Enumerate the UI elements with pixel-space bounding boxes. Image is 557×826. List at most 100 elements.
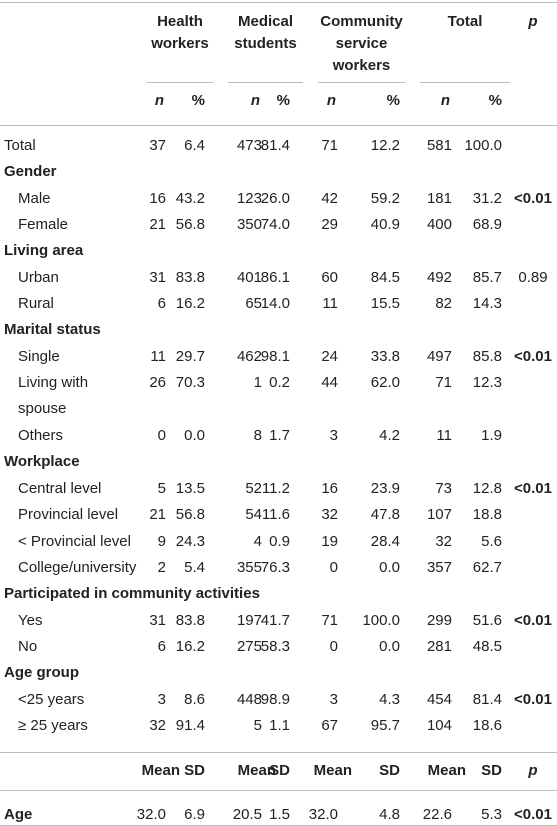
cell: 473 bbox=[236, 137, 262, 154]
cell: 21 bbox=[149, 216, 166, 233]
cell: 26.0 bbox=[260, 190, 290, 207]
cell: 32.0 bbox=[308, 806, 338, 823]
rule bbox=[420, 82, 510, 83]
cell: 70.3 bbox=[175, 374, 205, 391]
cell: 29 bbox=[321, 216, 338, 233]
cell: 454 bbox=[426, 691, 452, 708]
cell: 1.7 bbox=[269, 427, 290, 444]
rule bbox=[0, 2, 557, 3]
cell: 5 bbox=[253, 717, 262, 734]
row-label: ≥ 25 years bbox=[18, 717, 88, 734]
stats-header: SD bbox=[379, 762, 400, 779]
cell: 14.0 bbox=[260, 295, 290, 312]
p-header: p bbox=[528, 13, 538, 30]
stats-header: SD bbox=[184, 762, 205, 779]
cell: 100.0 bbox=[362, 612, 400, 629]
row-label: Age bbox=[4, 806, 33, 823]
cell: 4.8 bbox=[379, 806, 400, 823]
rule bbox=[318, 82, 405, 83]
cell: 84.5 bbox=[370, 269, 400, 286]
cell: 98.9 bbox=[260, 691, 290, 708]
cell: 5.4 bbox=[184, 559, 205, 576]
cell: 16.2 bbox=[175, 295, 205, 312]
cell: 14.3 bbox=[472, 295, 502, 312]
cell: 9 bbox=[157, 533, 166, 550]
stats-header: Mean bbox=[427, 762, 466, 779]
group-header: Medical students bbox=[234, 13, 297, 52]
cell: 24.3 bbox=[175, 533, 205, 550]
cell: 4.3 bbox=[379, 691, 400, 708]
cell: 42 bbox=[321, 190, 338, 207]
cell: 48.5 bbox=[472, 638, 502, 655]
row-label: Others bbox=[18, 427, 64, 444]
cell: 32 bbox=[149, 717, 166, 734]
cell: 91.4 bbox=[175, 717, 205, 734]
cell: 54 bbox=[245, 506, 262, 523]
p-value: <0.01 bbox=[514, 806, 552, 823]
cell: 24 bbox=[321, 348, 338, 365]
cell: 43.2 bbox=[175, 190, 205, 207]
cell: 1 bbox=[253, 374, 262, 391]
sub-header: % bbox=[386, 92, 400, 109]
cell: 107 bbox=[426, 506, 452, 523]
section-label: Living area bbox=[4, 242, 84, 259]
cell: 16 bbox=[321, 480, 338, 497]
cell: 11.2 bbox=[261, 480, 290, 497]
row-label: Rural bbox=[18, 295, 54, 312]
cell: 4.2 bbox=[379, 427, 400, 444]
cell: 71 bbox=[321, 612, 338, 629]
cell: 497 bbox=[426, 348, 452, 365]
cell: 18.8 bbox=[472, 506, 502, 523]
rule bbox=[0, 790, 557, 791]
cell: 0.0 bbox=[379, 559, 400, 576]
cell: 59.2 bbox=[370, 190, 400, 207]
stats-header: SD bbox=[269, 762, 290, 779]
cell: 32.0 bbox=[136, 806, 166, 823]
cell: 462 bbox=[236, 348, 262, 365]
cell: 123 bbox=[236, 190, 262, 207]
cell: 58.3 bbox=[260, 638, 290, 655]
section-label: Gender bbox=[4, 163, 57, 180]
cell: 82 bbox=[435, 295, 452, 312]
p-value: <0.01 bbox=[514, 691, 552, 708]
row-label: Male bbox=[18, 190, 51, 207]
p-value: <0.01 bbox=[514, 612, 552, 629]
cell: 12.2 bbox=[370, 137, 400, 154]
p-value: <0.01 bbox=[514, 480, 552, 497]
cell: 32 bbox=[321, 506, 338, 523]
section-label: Participated in community activities bbox=[4, 585, 260, 602]
sub-header: % bbox=[488, 92, 502, 109]
cell: 23.9 bbox=[370, 480, 400, 497]
cell: 18.6 bbox=[472, 717, 502, 734]
cell: 21 bbox=[149, 506, 166, 523]
rule bbox=[228, 82, 303, 83]
cell: 83.8 bbox=[175, 269, 205, 286]
cell: 275 bbox=[236, 638, 262, 655]
cell: 100.0 bbox=[464, 137, 502, 154]
row-label: Total bbox=[4, 137, 36, 154]
cell: 6 bbox=[157, 295, 166, 312]
cell: 1.1 bbox=[269, 717, 290, 734]
cell: 73 bbox=[435, 480, 452, 497]
row-label: Female bbox=[18, 216, 69, 233]
stats-header: Mean bbox=[141, 762, 180, 779]
cell: 62.0 bbox=[370, 374, 400, 391]
cell: 65 bbox=[245, 295, 262, 312]
row-label: <25 years bbox=[18, 691, 85, 708]
cell: 83.8 bbox=[175, 612, 205, 629]
cell: 1.9 bbox=[481, 427, 502, 444]
p-value: <0.01 bbox=[514, 190, 552, 207]
p-header: p bbox=[528, 762, 538, 779]
cell: 47.8 bbox=[370, 506, 400, 523]
stats-header: Mean bbox=[237, 762, 276, 779]
p-value: 0.89 bbox=[518, 269, 548, 286]
cell: 400 bbox=[426, 216, 452, 233]
cell: 81.4 bbox=[260, 137, 290, 154]
cell: 68.9 bbox=[472, 216, 502, 233]
cell: 62.7 bbox=[472, 559, 502, 576]
cell: 11.6 bbox=[261, 506, 290, 523]
cell: 81.4 bbox=[472, 691, 502, 708]
cell: 6.9 bbox=[184, 806, 205, 823]
row-label: Central level bbox=[18, 480, 102, 497]
cell: 299 bbox=[426, 612, 452, 629]
